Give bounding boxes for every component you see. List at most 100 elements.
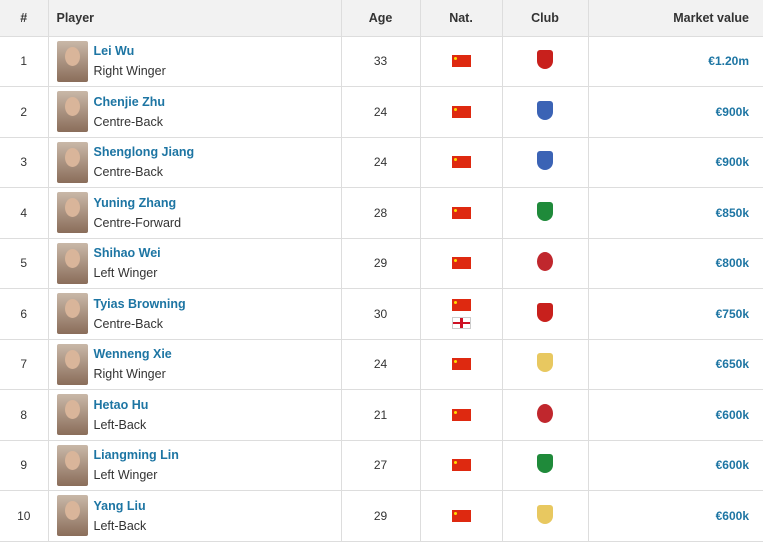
player-position: Centre-Back	[93, 114, 163, 129]
player-name-link[interactable]: Yuning Zhang	[93, 195, 177, 210]
table-row: 5 Shihao Wei Left Winger 29 €800k	[0, 238, 763, 289]
player-photo[interactable]	[56, 91, 88, 133]
shanghai-shenhua-crest-icon[interactable]	[537, 151, 553, 171]
header-row: # Player Age Nat. Club Market value	[0, 0, 763, 37]
club-header[interactable]: Club	[502, 0, 589, 37]
age: 24	[341, 339, 421, 390]
rank-header[interactable]: #	[0, 0, 49, 37]
rank: 1	[0, 36, 49, 87]
player-photo[interactable]	[56, 40, 88, 82]
club	[502, 389, 589, 441]
nationality	[420, 440, 503, 491]
rank: 7	[0, 339, 49, 390]
player-photo[interactable]	[56, 394, 88, 436]
market-value[interactable]: €600k	[588, 490, 763, 542]
value-header[interactable]: Market value	[588, 0, 763, 37]
age-header[interactable]: Age	[341, 0, 421, 37]
player-cell: Tyias Browning Centre-Back	[48, 288, 342, 340]
rank: 2	[0, 86, 49, 138]
player-cell: Hetao Hu Left-Back	[48, 389, 342, 441]
nationality	[420, 238, 503, 289]
player-position: Centre-Forward	[93, 215, 182, 230]
player-position: Left Winger	[93, 468, 158, 483]
table-row: 2 Chenjie Zhu Centre-Back 24 €900k	[0, 86, 763, 138]
age: 30	[341, 288, 421, 340]
player-position: Left-Back	[93, 518, 147, 533]
flag-england-icon[interactable]	[451, 316, 471, 329]
player-position: Left Winger	[93, 266, 158, 281]
beijing-guoan-crest-icon[interactable]	[537, 454, 553, 474]
player-name-link[interactable]: Tyias Browning	[93, 296, 186, 311]
player-name-link[interactable]: Lei Wu	[93, 44, 135, 59]
flag-china-icon[interactable]	[451, 358, 471, 371]
age: 27	[341, 440, 421, 491]
age: 29	[341, 490, 421, 542]
player-photo[interactable]	[56, 343, 88, 385]
shanghai-port-crest-icon[interactable]	[537, 50, 553, 70]
age: 29	[341, 238, 421, 289]
table-row: 7 Wenneng Xie Right Winger 24 €650k	[0, 339, 763, 390]
player-photo[interactable]	[56, 293, 88, 335]
table-row: 9 Liangming Lin Left Winger 27 €600k	[0, 440, 763, 491]
player-photo[interactable]	[56, 192, 88, 234]
market-value[interactable]: €600k	[588, 440, 763, 491]
player-name-link[interactable]: Chenjie Zhu	[93, 94, 166, 109]
player-cell: Lei Wu Right Winger	[48, 36, 342, 87]
market-value[interactable]: €750k	[588, 288, 763, 340]
beijing-guoan-crest-icon[interactable]	[537, 201, 553, 221]
market-value[interactable]: €900k	[588, 137, 763, 188]
market-value[interactable]: €900k	[588, 86, 763, 138]
flag-china-icon[interactable]	[451, 156, 471, 169]
nationality	[420, 490, 503, 542]
player-header[interactable]: Player	[48, 0, 342, 37]
club	[502, 440, 589, 491]
player-position: Right Winger	[93, 367, 166, 382]
shanghai-port-crest-icon[interactable]	[537, 302, 553, 322]
player-photo[interactable]	[56, 444, 88, 486]
shanghai-shenhua-crest-icon[interactable]	[537, 100, 553, 120]
nat-header[interactable]: Nat.	[420, 0, 503, 37]
player-name-link[interactable]: Shenglong Jiang	[93, 145, 195, 160]
flag-china-icon[interactable]	[451, 105, 471, 118]
rank: 8	[0, 389, 49, 441]
table-row: 10 Yang Liu Left-Back 29 €600k	[0, 490, 763, 542]
market-value[interactable]: €1.20m	[588, 36, 763, 87]
flag-china-icon[interactable]	[451, 257, 471, 270]
rank: 4	[0, 187, 49, 239]
white-red-shield-crest-icon[interactable]	[537, 353, 553, 373]
player-name-link[interactable]: Shihao Wei	[93, 246, 161, 261]
age: 28	[341, 187, 421, 239]
flag-china-icon[interactable]	[451, 298, 471, 311]
player-photo[interactable]	[56, 495, 88, 537]
player-name-link[interactable]: Wenneng Xie	[93, 347, 172, 362]
market-value[interactable]: €850k	[588, 187, 763, 239]
nationality	[420, 389, 503, 441]
flag-china-icon[interactable]	[451, 459, 471, 472]
club	[502, 238, 589, 289]
flag-china-icon[interactable]	[451, 206, 471, 219]
age: 33	[341, 36, 421, 87]
flag-china-icon[interactable]	[451, 509, 471, 522]
player-photo[interactable]	[56, 141, 88, 183]
red-round-crest-icon[interactable]	[537, 403, 553, 423]
age: 24	[341, 86, 421, 138]
flag-china-icon[interactable]	[451, 55, 471, 68]
player-name-link[interactable]: Hetao Hu	[93, 397, 149, 412]
table-row: 8 Hetao Hu Left-Back 21 €600k	[0, 389, 763, 441]
club	[502, 86, 589, 138]
red-round-crest-icon[interactable]	[537, 252, 553, 272]
table-row: 3 Shenglong Jiang Centre-Back 24 €900k	[0, 137, 763, 188]
market-value[interactable]: €600k	[588, 389, 763, 441]
age: 21	[341, 389, 421, 441]
white-red-shield-crest-icon[interactable]	[537, 504, 553, 524]
player-name-link[interactable]: Liangming Lin	[93, 448, 179, 463]
player-cell: Chenjie Zhu Centre-Back	[48, 86, 342, 138]
player-cell: Wenneng Xie Right Winger	[48, 339, 342, 390]
flag-china-icon[interactable]	[451, 408, 471, 421]
market-value[interactable]: €800k	[588, 238, 763, 289]
nationality	[420, 36, 503, 87]
player-name-link[interactable]: Yang Liu	[93, 498, 146, 513]
market-value[interactable]: €650k	[588, 339, 763, 390]
player-position: Centre-Back	[93, 165, 163, 180]
player-photo[interactable]	[56, 242, 88, 284]
